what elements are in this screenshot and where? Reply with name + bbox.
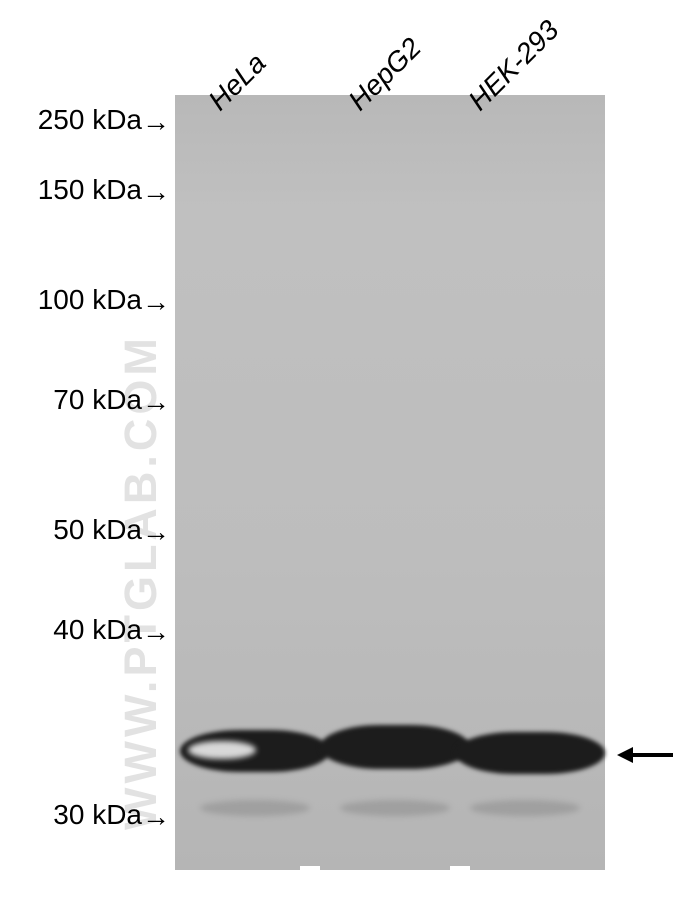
mw-label-text: 30 kDa xyxy=(53,799,142,830)
arrow-left-icon xyxy=(615,740,675,770)
band-highlight xyxy=(188,741,256,760)
mw-label-text: 100 kDa xyxy=(38,284,142,315)
protein-band xyxy=(320,725,470,769)
mw-label-text: 70 kDa xyxy=(53,384,142,415)
mw-label: 150 kDa→ xyxy=(38,174,170,208)
mw-label: 250 kDa→ xyxy=(38,104,170,138)
arrow-right-icon: → xyxy=(142,516,170,548)
faint-band xyxy=(470,800,580,816)
faint-band xyxy=(200,800,310,816)
mw-label: 50 kDa→ xyxy=(53,514,170,548)
arrow-right-icon: → xyxy=(142,106,170,138)
arrow-right-icon: → xyxy=(142,616,170,648)
arrow-right-icon: → xyxy=(142,176,170,208)
arrow-right-icon: → xyxy=(142,386,170,418)
mw-label-text: 150 kDa xyxy=(38,174,142,205)
mw-label-text: 250 kDa xyxy=(38,104,142,135)
figure-root: WWW.PTGLAB.COM HeLaHepG2HEK-293 250 kDa→… xyxy=(0,0,700,903)
lane-separator xyxy=(300,866,320,872)
mw-label-text: 40 kDa xyxy=(53,614,142,645)
mw-label: 40 kDa→ xyxy=(53,614,170,648)
lane-separator xyxy=(450,866,470,872)
mw-label-text: 50 kDa xyxy=(53,514,142,545)
protein-band xyxy=(455,732,605,774)
mw-label: 30 kDa→ xyxy=(53,799,170,833)
target-arrow xyxy=(615,740,675,770)
arrow-right-icon: → xyxy=(142,801,170,833)
arrow-right-icon: → xyxy=(142,286,170,318)
mw-label: 100 kDa→ xyxy=(38,284,170,318)
faint-band xyxy=(340,800,450,816)
mw-label: 70 kDa→ xyxy=(53,384,170,418)
